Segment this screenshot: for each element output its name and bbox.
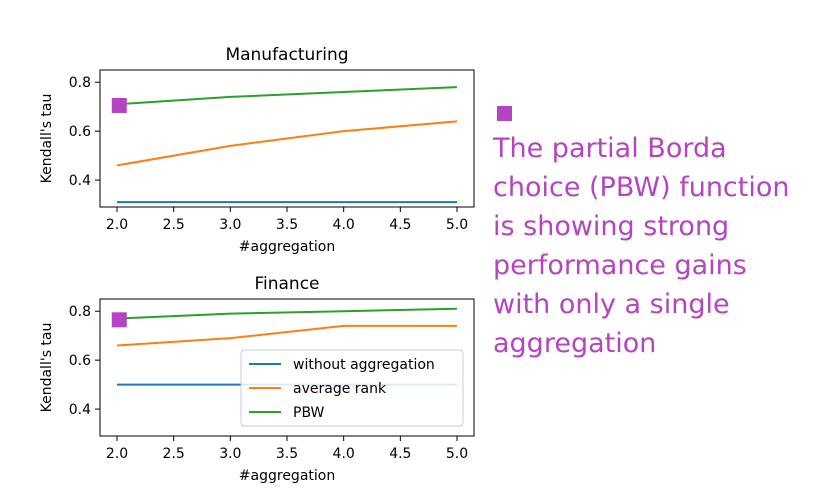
- chart-title: Manufacturing: [225, 45, 348, 65]
- x-tick-label: 4.5: [389, 446, 411, 462]
- x-tick-label: 2.5: [163, 217, 185, 233]
- y-tick-label: 0.8: [69, 304, 91, 320]
- chart-title: Finance: [254, 274, 319, 294]
- x-tick-label: 4.0: [333, 446, 355, 462]
- manufacturing-chart: Manufacturing 2.0 2.5 3.0 3.5 4.0 4.5 5.0 0.4 0.6…: [39, 45, 475, 255]
- x-tick-label: 4.0: [333, 217, 355, 233]
- y-tick-label: 0.4: [69, 402, 91, 418]
- axes-frame: [99, 298, 475, 437]
- x-tick-label: 2.0: [106, 217, 128, 233]
- y-tick-label: 0.4: [69, 173, 91, 189]
- legend-label: average rank: [293, 381, 387, 397]
- legend-label: PBW: [293, 405, 325, 421]
- x-tick-label: 3.0: [219, 446, 241, 462]
- legend-box: [240, 349, 464, 427]
- annotation-marker: [497, 106, 512, 121]
- annotation-text: The partial Borda choice (PBW) function …: [493, 133, 790, 359]
- y-tick-label: 0.6: [69, 124, 91, 140]
- x-tick-label: 5.0: [446, 446, 468, 462]
- y-tick-label: 0.8: [69, 75, 91, 91]
- x-tick-label: 5.0: [446, 217, 468, 233]
- y-tick-label: 0.6: [69, 353, 91, 369]
- x-tick-label: 3.5: [276, 217, 298, 233]
- legend-label: without aggregation: [293, 357, 435, 373]
- highlight-marker: [111, 97, 127, 113]
- series-line-pbw: [116, 86, 458, 106]
- x-tick-label: 3.0: [219, 217, 241, 233]
- x-axis-label: #aggregation: [239, 239, 335, 255]
- series-line-average-rank: [116, 324, 457, 347]
- x-tick-label: 2.0: [106, 446, 128, 462]
- y-axis-label: Kendall's tau: [39, 94, 55, 184]
- finance-chart: Finance 2.0 2.5 3.0 3.5 4.0 4.5 5.0 0.4 0.6 0.8 #ag…: [39, 274, 475, 484]
- x-tick-label: 3.5: [276, 446, 298, 462]
- annotation-callout: The partial Borda choice (PBW) function …: [493, 100, 811, 363]
- axes-frame: [99, 69, 475, 208]
- y-axis-label: Kendall's tau: [39, 323, 55, 413]
- x-tick-label: 2.5: [163, 446, 185, 462]
- series-line-pbw: [116, 307, 458, 320]
- series-line-average-rank: [116, 120, 458, 167]
- highlight-marker: [111, 312, 127, 328]
- x-tick-label: 4.5: [389, 217, 411, 233]
- x-axis-label: #aggregation: [239, 468, 335, 484]
